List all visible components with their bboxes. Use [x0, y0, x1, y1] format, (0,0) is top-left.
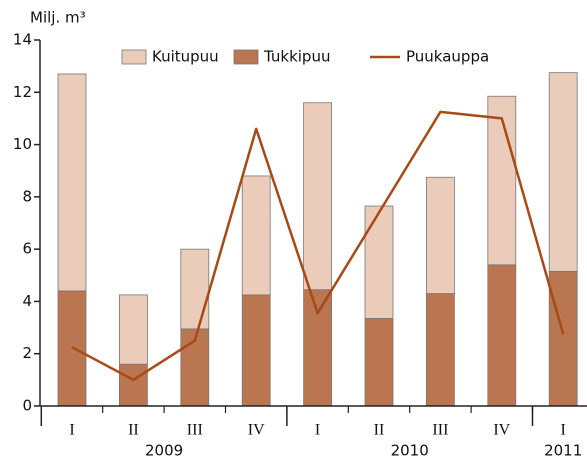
- bar: [364, 205, 394, 319]
- y-unit-label: Milj. m³: [30, 9, 86, 27]
- legend-swatch: [233, 49, 259, 65]
- group-label: 2011: [544, 442, 582, 459]
- bar: [364, 318, 394, 407]
- bar: [241, 294, 271, 407]
- bar: [548, 72, 578, 272]
- y-tick-label: 12: [13, 83, 32, 101]
- group-label: 2009: [145, 442, 183, 459]
- bar: [425, 293, 455, 407]
- x-tick-label: II: [128, 422, 139, 439]
- y-tick-label: 4: [22, 292, 32, 310]
- bar: [303, 102, 333, 291]
- bar: [425, 176, 455, 294]
- bar: [180, 248, 210, 330]
- y-tick-label: 14: [13, 31, 32, 49]
- bar: [119, 294, 148, 365]
- bar: [57, 73, 87, 292]
- line-series: [71, 110, 565, 382]
- legend-label: Tukkipuu: [263, 48, 330, 66]
- y-tick-label: 2: [22, 344, 32, 362]
- bar: [487, 95, 517, 266]
- x-tick-label: IV: [248, 422, 265, 439]
- bar: [241, 175, 271, 296]
- bar: [303, 289, 333, 407]
- legend-label: Puukauppa: [406, 48, 489, 66]
- bar: [487, 264, 517, 407]
- y-tick-label: 6: [22, 240, 32, 258]
- y-tick-label: 0: [22, 397, 32, 415]
- x-tick-label: I: [561, 422, 566, 439]
- x-tick-label: III: [187, 422, 203, 439]
- y-tick-label: 10: [13, 135, 32, 153]
- legend-label: Kuitupuu: [152, 48, 219, 66]
- bar: [119, 363, 148, 407]
- y-tick-label: 8: [22, 187, 32, 205]
- group-label: 2010: [391, 442, 429, 459]
- legend-swatch: [121, 49, 147, 65]
- legend-box: [112, 45, 587, 69]
- x-tick-label: IV: [493, 422, 510, 439]
- x-tick-label: I: [69, 422, 74, 439]
- bar: [548, 270, 578, 407]
- x-tick-label: II: [374, 422, 385, 439]
- x-tick-label: I: [315, 422, 320, 439]
- x-tick-label: III: [432, 422, 448, 439]
